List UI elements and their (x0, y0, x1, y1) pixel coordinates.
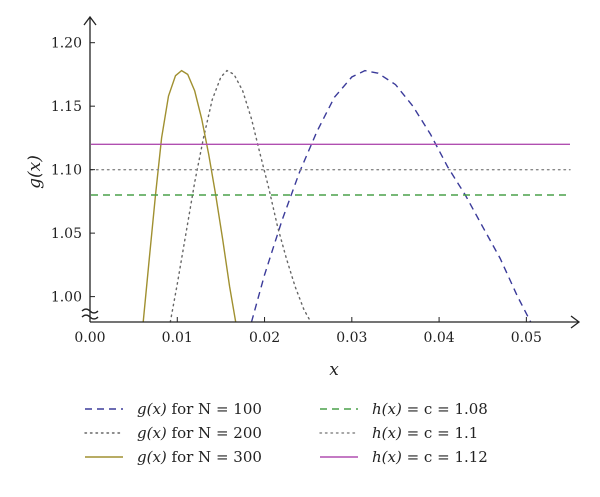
legend-label-text: = c = 1.1 (402, 424, 478, 442)
legend-label: h(x) = c = 1.08 (372, 400, 488, 418)
y-axis-arrow (83, 15, 97, 26)
x-tick-label: 0.04 (424, 330, 455, 346)
x-tick-label: 0.01 (162, 330, 193, 346)
x-tick-label: 0.03 (336, 330, 367, 346)
x-tick-label: 0.00 (74, 330, 105, 346)
legend-label-text: for N = 200 (167, 424, 262, 442)
legend-label-function: g(x) (137, 424, 167, 442)
legend-label-function: h(x) (372, 400, 402, 418)
legend-label-function: g(x) (137, 448, 167, 466)
y-tick-label: 1.20 (51, 36, 82, 52)
axes (81, 15, 581, 329)
x-tick-label: 0.05 (511, 330, 542, 346)
ticks: 0.00 0.01 0.02 0.03 0.04 0.05 1.00 1.05 1.10 1.15… (51, 36, 542, 346)
legend-label: h(x) = c = 1.12 (372, 448, 488, 466)
legend-label-text: = c = 1.12 (402, 448, 488, 466)
y-tick-label: 1.00 (51, 290, 82, 306)
x-axis-label: x (329, 360, 339, 380)
y-tick-label: 1.15 (51, 99, 82, 115)
legend-label: g(x) for N = 100 (137, 400, 262, 418)
legend-label: g(x) for N = 300 (137, 448, 262, 466)
series-line-1 (250, 69, 532, 323)
legend-label-text: for N = 100 (167, 400, 262, 418)
series-line-2 (169, 69, 312, 323)
legend-label-function: h(x) (372, 448, 402, 466)
legend-label-text: for N = 300 (167, 448, 262, 466)
series-line-3 (142, 69, 237, 323)
legend-label-function: g(x) (137, 400, 167, 418)
legend-label-text: = c = 1.08 (402, 400, 488, 418)
legend-label: h(x) = c = 1.1 (372, 424, 478, 442)
y-axis-label: g(x) (25, 155, 45, 189)
y-tick-label: 1.05 (51, 226, 82, 242)
x-tick-label: 0.02 (249, 330, 280, 346)
x-axis-arrow (570, 315, 581, 329)
legend-label-function: h(x) (372, 424, 402, 442)
series-layer (90, 69, 571, 323)
y-tick-label: 1.10 (51, 163, 82, 179)
legend-label: g(x) for N = 200 (137, 424, 262, 442)
